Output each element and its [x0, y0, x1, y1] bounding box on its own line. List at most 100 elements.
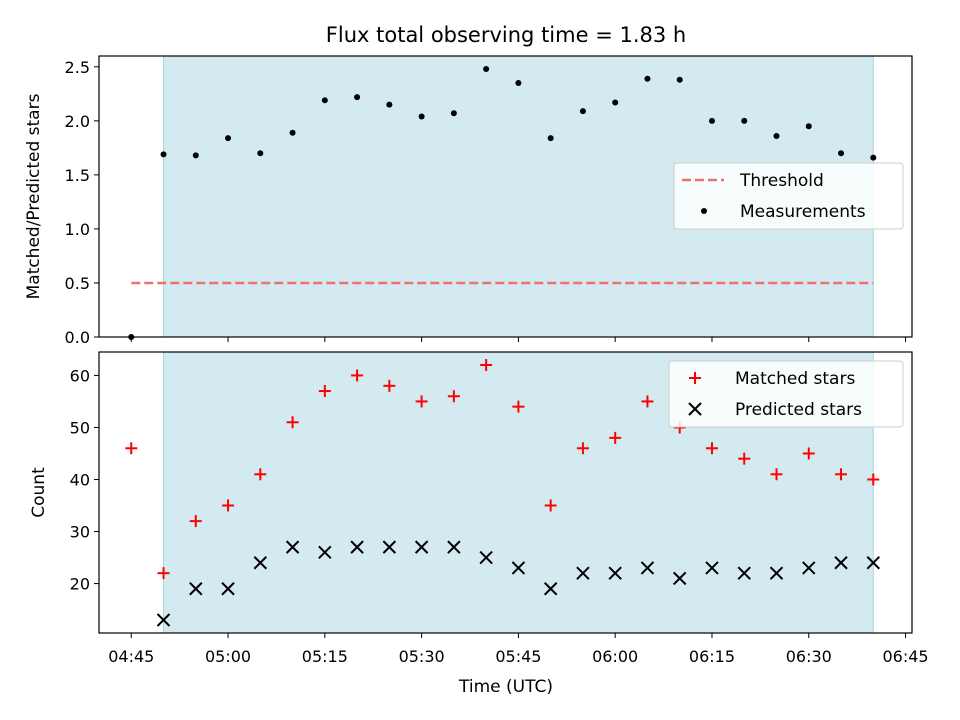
predicted-stars-point — [640, 561, 655, 575]
matched-stars-point — [351, 369, 364, 382]
measurement-point — [483, 65, 490, 72]
measurement-point — [289, 129, 296, 136]
matched-stars-point — [705, 442, 718, 455]
matched-stars-point — [867, 473, 880, 486]
matched-stars-point — [447, 390, 460, 403]
y-axis-label: Count — [29, 467, 49, 518]
measurement-point — [644, 75, 651, 82]
x-tick-label: 06:30 — [786, 647, 832, 666]
measurement-point — [225, 135, 232, 142]
legend-predicted-swatch — [688, 402, 702, 416]
x-tick-label: 06:15 — [689, 647, 735, 666]
predicted-stars-point — [802, 561, 816, 575]
predicted-stars-point — [156, 613, 171, 627]
legend-label: Threshold — [739, 171, 824, 191]
matched-stars-point — [641, 395, 654, 408]
y-tick-label: 1.5 — [65, 166, 90, 185]
measurement-point — [192, 152, 199, 159]
x-tick-label: 05:15 — [302, 647, 348, 666]
matched-stars-point — [576, 442, 589, 455]
legend-measurement-swatch — [701, 208, 707, 214]
legend-label: Predicted stars — [735, 400, 862, 420]
predicted-stars-point — [769, 566, 784, 580]
measurement-point — [547, 135, 554, 142]
predicted-stars-point — [447, 540, 461, 554]
predicted-stars-point — [673, 571, 687, 586]
measurement-point — [676, 76, 683, 83]
predicted-stars-point — [221, 582, 235, 596]
predicted-stars-point — [511, 561, 526, 575]
legend-box — [673, 162, 904, 230]
predicted-stars-point — [608, 566, 622, 580]
y-tick-label: 2.5 — [65, 58, 90, 77]
chart-title: Flux total observing time = 1.83 h — [326, 23, 686, 47]
legend: Threshold Measurements — [673, 162, 904, 230]
measurement-point — [160, 151, 167, 158]
measurement-point — [515, 80, 522, 87]
predicted-stars-point — [866, 556, 880, 570]
x-tick-label: 05:00 — [205, 647, 251, 666]
matched-stars-point — [609, 431, 622, 444]
legend-matched-swatch — [689, 372, 701, 384]
predicted-stars-point — [737, 566, 751, 580]
y-tick-label: 50 — [70, 418, 90, 437]
measurement-point — [708, 117, 715, 124]
measurement-point — [838, 150, 845, 157]
matched-stars-point — [480, 359, 493, 372]
predicted-stars-point — [189, 582, 203, 596]
measurement-point — [741, 117, 748, 124]
matched-stars-point — [286, 416, 299, 429]
y-tick-label: 30 — [70, 523, 90, 542]
measurement-point — [386, 101, 393, 108]
matched-stars-point — [125, 442, 138, 455]
predicted-stars-point — [382, 540, 397, 554]
y-tick-label: 40 — [70, 470, 90, 489]
matched-stars-point — [222, 499, 235, 512]
x-tick-label: 06:00 — [592, 647, 638, 666]
y-tick-label: 1.0 — [65, 220, 90, 239]
matched-stars-point — [512, 400, 525, 413]
predicted-stars-point — [834, 556, 848, 570]
ratio-panel: 0.0 0.5 1.0 1.5 2.0 2.5 Matched/Predicted star… — [24, 55, 913, 347]
y-tick-label: 2.0 — [65, 112, 90, 131]
predicted-stars-point — [318, 545, 332, 560]
matched-stars-point — [415, 395, 428, 408]
matched-stars-point — [738, 452, 751, 465]
measurement-point — [579, 108, 586, 115]
x-tick-label: 05:30 — [399, 647, 445, 666]
matched-stars-point — [770, 468, 783, 481]
matched-stars-point — [383, 379, 396, 392]
predicted-stars-point — [414, 540, 429, 554]
legend-label: Matched stars — [735, 369, 855, 389]
measurement-point — [257, 150, 264, 157]
matched-stars-point — [189, 515, 202, 528]
x-axis-label: Time (UTC) — [458, 677, 553, 697]
predicted-stars-point — [350, 540, 364, 554]
legend: Matched stars Predicted stars — [668, 360, 904, 428]
count-panel: 20 30 40 50 60 04:45 05:00 05:15 05:30 05:45 06:00… — [29, 351, 929, 666]
y-tick-label: 0.5 — [65, 274, 90, 293]
measurement-point — [418, 113, 425, 120]
y-tick-label: 0.0 — [65, 328, 90, 347]
measurement-point — [450, 110, 457, 117]
predicted-stars-point — [253, 556, 268, 570]
matched-stars-point — [835, 468, 848, 481]
predicted-stars-point — [705, 561, 719, 575]
measurement-point — [805, 123, 812, 130]
y-tick-label: 60 — [70, 366, 90, 385]
measurement-point — [321, 97, 328, 104]
predicted-stars-point — [543, 582, 558, 596]
measurement-point — [870, 154, 877, 161]
plot-frame — [98, 55, 913, 338]
y-tick-label: 20 — [70, 575, 90, 594]
matched-stars-point — [544, 499, 557, 512]
measurement-point — [773, 132, 780, 139]
measurement-point — [354, 94, 361, 101]
legend-label: Measurements — [740, 202, 866, 222]
matched-stars-point — [254, 468, 267, 481]
matched-stars-point — [802, 447, 815, 460]
matched-stars-point — [318, 385, 331, 398]
y-axis-label: Matched/Predicted stars — [24, 93, 44, 299]
plot-frame — [98, 351, 913, 634]
